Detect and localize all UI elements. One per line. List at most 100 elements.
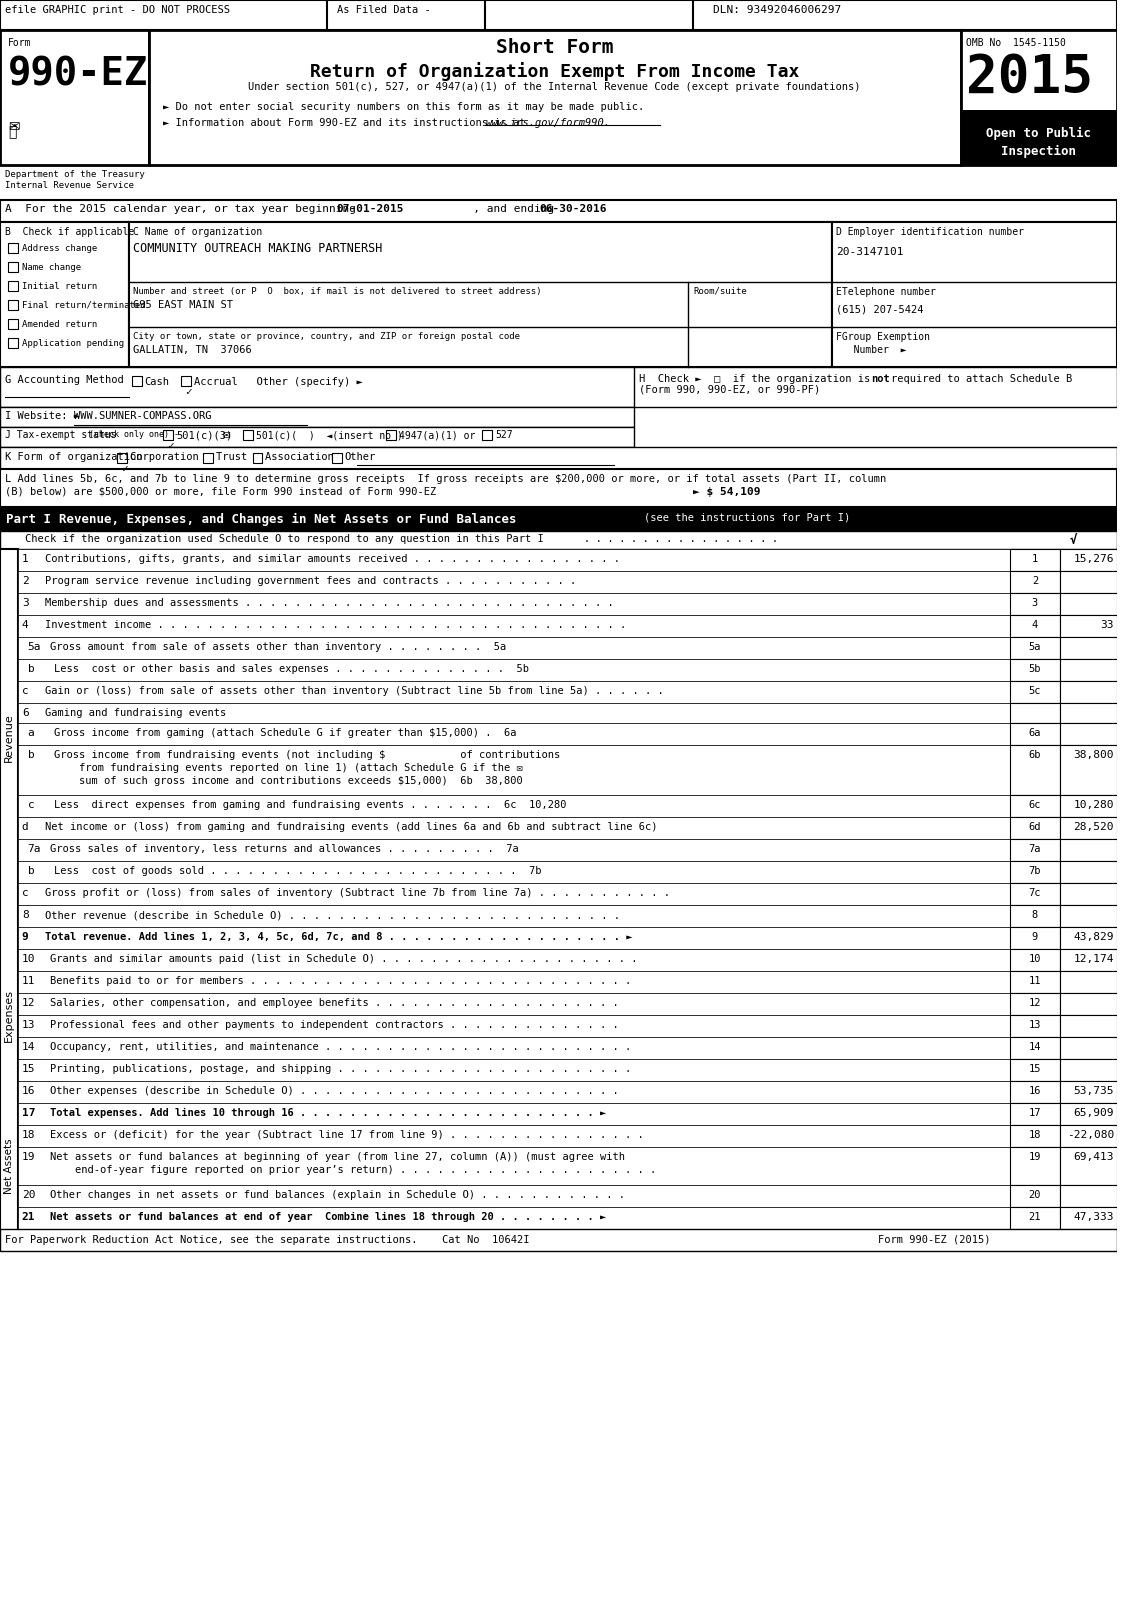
- Text: 9: 9: [21, 931, 28, 943]
- Text: Gaming and fundraising events: Gaming and fundraising events: [45, 709, 226, 718]
- Text: 2: 2: [1032, 576, 1038, 586]
- Bar: [18, 1015, 1010, 1038]
- Bar: [0, 31, 149, 165]
- Bar: [1010, 883, 1059, 905]
- Bar: [1059, 571, 1117, 592]
- Text: Department of the Treasury: Department of the Treasury: [5, 169, 144, 179]
- Bar: [1010, 1059, 1059, 1081]
- Text: 20: 20: [1029, 1190, 1041, 1199]
- Text: Number and street (or P  O  box, if mail is not delivered to street address): Number and street (or P O box, if mail i…: [133, 287, 541, 295]
- Text: 10: 10: [21, 954, 35, 964]
- Text: ✉: ✉: [223, 428, 230, 441]
- Text: 5a: 5a: [28, 642, 42, 652]
- Bar: [1059, 839, 1117, 860]
- Text: 38,800: 38,800: [1074, 751, 1114, 760]
- Text: ► $ 54,109: ► $ 54,109: [694, 487, 760, 497]
- Bar: [18, 796, 1010, 817]
- Text: Salaries, other compensation, and employee benefits . . . . . . . . . . . . . . : Salaries, other compensation, and employ…: [50, 997, 618, 1009]
- Text: Internal Revenue Service: Internal Revenue Service: [5, 181, 134, 190]
- Bar: [18, 1038, 1010, 1059]
- Bar: [1010, 659, 1059, 681]
- Bar: [1059, 860, 1117, 883]
- Text: Gain or (loss) from sale of assets other than inventory (Subtract line 5b from l: Gain or (loss) from sale of assets other…: [45, 686, 663, 696]
- Text: required to attach Schedule B: required to attach Schedule B: [891, 374, 1073, 384]
- Bar: [243, 429, 253, 441]
- Text: 10: 10: [1029, 954, 1041, 964]
- Text: 14: 14: [1029, 1043, 1041, 1052]
- Bar: [1010, 817, 1059, 839]
- Bar: [1059, 704, 1117, 723]
- Text: Gross amount from sale of assets other than inventory . . . . . . . .  5a: Gross amount from sale of assets other t…: [50, 642, 505, 652]
- Text: B  Check if applicable: B Check if applicable: [5, 228, 134, 237]
- Text: Total revenue. Add lines 1, 2, 3, 4, 5c, 6d, 7c, and 8 . . . . . . . . . . . . .: Total revenue. Add lines 1, 2, 3, 4, 5c,…: [45, 931, 632, 943]
- Text: Less  cost of goods sold . . . . . . . . . . . . . . . . . . . . . . . . .  7b: Less cost of goods sold . . . . . . . . …: [54, 867, 541, 876]
- Text: 📤: 📤: [8, 124, 16, 139]
- Text: 21: 21: [21, 1212, 35, 1222]
- Bar: [1059, 949, 1117, 972]
- Text: 7c: 7c: [1029, 888, 1041, 897]
- Text: 7a: 7a: [28, 844, 42, 854]
- Bar: [0, 549, 18, 1231]
- Text: Net assets or fund balances at end of year  Combine lines 18 through 20 . . . . : Net assets or fund balances at end of ye…: [50, 1212, 606, 1222]
- Text: 501(c)(  )  ◄(insert no ): 501(c)( ) ◄(insert no ): [256, 429, 414, 441]
- Bar: [1010, 1125, 1059, 1148]
- Text: Professional fees and other payments to independent contractors . . . . . . . . : Professional fees and other payments to …: [50, 1020, 618, 1030]
- Bar: [18, 1148, 1010, 1185]
- Text: For Paperwork Reduction Act Notice, see the separate instructions.: For Paperwork Reduction Act Notice, see …: [5, 1235, 417, 1244]
- Bar: [0, 531, 1117, 549]
- Bar: [0, 428, 634, 447]
- Text: 501(c)(3): 501(c)(3): [176, 429, 232, 441]
- Text: D Employer identification number: D Employer identification number: [836, 228, 1024, 237]
- Text: -22,080: -22,080: [1067, 1130, 1114, 1139]
- Text: 11: 11: [21, 976, 35, 986]
- Text: 6b: 6b: [1029, 751, 1041, 760]
- Text: WWW.SUMNER-COMPASS.ORG: WWW.SUMNER-COMPASS.ORG: [74, 412, 212, 421]
- Bar: [0, 447, 1117, 470]
- Text: 1: 1: [1032, 554, 1038, 563]
- Bar: [8, 320, 18, 329]
- Text: , and ending: , and ending: [426, 203, 561, 215]
- Bar: [18, 926, 1010, 949]
- Bar: [18, 839, 1010, 860]
- Bar: [18, 549, 1010, 571]
- Text: Other changes in net assets or fund balances (explain in Schedule O) . . . . . .: Other changes in net assets or fund bala…: [50, 1190, 625, 1199]
- Text: 19: 19: [1029, 1152, 1041, 1162]
- Text: Cash: Cash: [144, 378, 169, 387]
- Bar: [1010, 746, 1059, 796]
- Bar: [18, 883, 1010, 905]
- Text: www.irs.gov/form990.: www.irs.gov/form990.: [485, 118, 610, 128]
- Text: 695 EAST MAIN ST: 695 EAST MAIN ST: [133, 300, 232, 310]
- Bar: [8, 261, 18, 273]
- Bar: [1010, 681, 1059, 704]
- Bar: [1059, 1125, 1117, 1148]
- Text: 1: 1: [21, 554, 28, 563]
- Bar: [1010, 571, 1059, 592]
- Bar: [18, 1207, 1010, 1228]
- Bar: [1059, 723, 1117, 746]
- Text: 43,829: 43,829: [1074, 931, 1114, 943]
- Text: Other revenue (describe in Schedule O) . . . . . . . . . . . . . . . . . . . . .: Other revenue (describe in Schedule O) .…: [45, 910, 619, 920]
- Text: Expenses: Expenses: [3, 988, 14, 1041]
- Text: 47,333: 47,333: [1074, 1212, 1114, 1222]
- Text: 18: 18: [21, 1130, 35, 1139]
- Text: c: c: [21, 686, 28, 696]
- Bar: [18, 972, 1010, 993]
- Bar: [1059, 1059, 1117, 1081]
- Bar: [149, 31, 961, 165]
- Bar: [1059, 796, 1117, 817]
- Text: from fundraising events reported on line 1) (attach Schedule G if the ✉: from fundraising events reported on line…: [54, 763, 523, 773]
- Text: . . . . . . . . . . . . . . . . .: . . . . . . . . . . . . . . . . .: [584, 534, 778, 544]
- Text: 4947(a)(1) or: 4947(a)(1) or: [399, 429, 487, 441]
- Text: efile GRAPHIC print - DO NOT PROCESS: efile GRAPHIC print - DO NOT PROCESS: [5, 5, 230, 15]
- Bar: [18, 860, 1010, 883]
- Bar: [961, 110, 1117, 165]
- Text: 14: 14: [21, 1043, 35, 1052]
- Text: 6d: 6d: [1029, 822, 1041, 831]
- Text: (see the instructions for Part I): (see the instructions for Part I): [644, 513, 851, 523]
- Text: ✓: ✓: [121, 463, 127, 475]
- Text: 2: 2: [21, 576, 28, 586]
- Text: 6c: 6c: [1029, 801, 1041, 810]
- Bar: [1059, 1185, 1117, 1207]
- Text: 53,735: 53,735: [1074, 1086, 1114, 1096]
- Bar: [18, 659, 1010, 681]
